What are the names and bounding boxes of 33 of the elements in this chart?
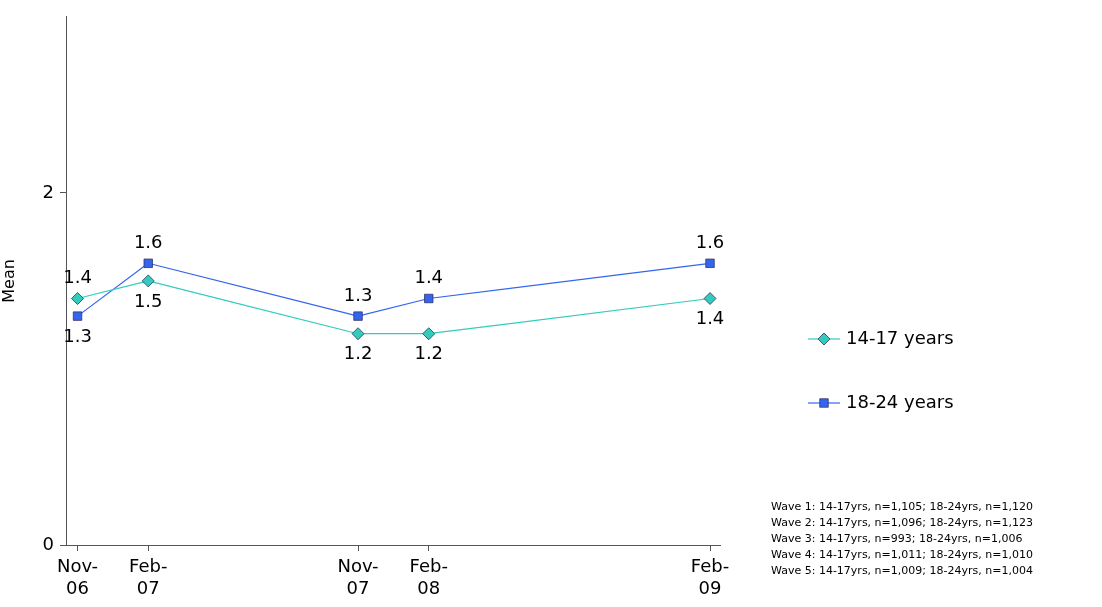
text: Wave 1: 14-17yrs, n=1,105; 18-24yrs, n=1,120 — [771, 499, 1033, 513]
data-label: 1.6 — [695, 230, 725, 252]
x-tick-label: Nov-07 — [337, 555, 379, 599]
point — [72, 311, 83, 321]
text: Wave 4: 14-17yrs, n=1,011; 18-24yrs, n=1,010 — [771, 547, 1033, 561]
data-label: 1.2 — [414, 342, 444, 364]
text: Wave 3: 14-17yrs, n=993; 18-24yrs, n=1,006 — [771, 531, 1023, 545]
y-tick-label: 2 — [42, 180, 54, 202]
point — [351, 327, 365, 341]
data-label: 1.3 — [343, 283, 373, 305]
y-tick-label: 0 — [42, 532, 54, 554]
data-label: 1.2 — [343, 342, 373, 364]
data-label: 1.4 — [695, 307, 725, 329]
data-label: 1.6 — [133, 230, 163, 252]
data-label: 1.5 — [133, 289, 163, 311]
point — [705, 258, 715, 268]
point — [141, 274, 155, 288]
point — [703, 292, 717, 305]
point — [143, 258, 153, 268]
text: Wave 5: 14-17yrs, n=1,009; 18-24yrs, n=1,004 — [771, 563, 1033, 577]
x-tick-label: Feb-07 — [129, 555, 168, 599]
data-label: 1.4 — [414, 266, 444, 288]
point — [71, 292, 84, 305]
x-tick-label: Feb-08 — [409, 555, 448, 599]
x-tick-label: Nov-06 — [56, 555, 99, 599]
point — [353, 311, 363, 321]
legend-label: 18-24 years — [846, 390, 954, 412]
x-tick-label: Feb-09 — [690, 555, 730, 599]
legend-label: 14-17 years — [846, 326, 954, 348]
text: Wave 2: 14-17yrs, n=1,096; 18-24yrs, n=1,123 — [771, 515, 1033, 529]
point — [424, 293, 434, 304]
point — [422, 327, 436, 341]
y-axis-title: Mean — [0, 259, 18, 303]
